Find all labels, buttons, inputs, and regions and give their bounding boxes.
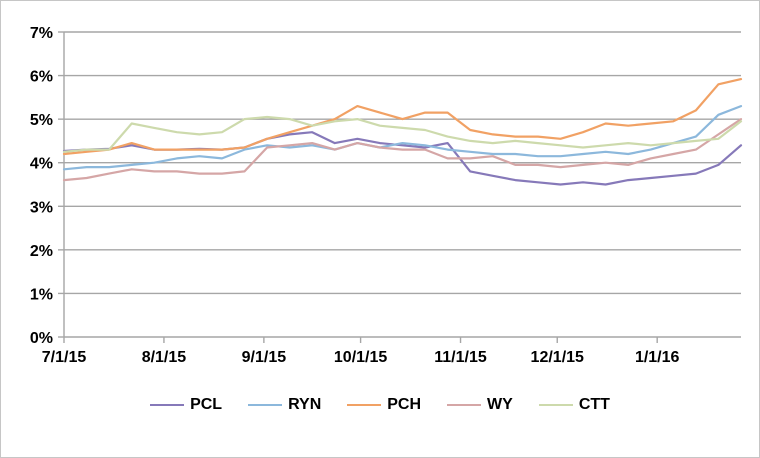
x-tick-label: 9/1/15 xyxy=(242,349,287,366)
y-tick-label: 2% xyxy=(30,243,53,260)
legend-label-ctt: CTT xyxy=(578,396,610,413)
legend-swatch-wy xyxy=(447,404,482,406)
series-line-ctt xyxy=(62,115,743,153)
y-tick-label: 4% xyxy=(30,156,53,173)
series-line-pch xyxy=(62,77,743,156)
legend-label-pch: PCH xyxy=(387,396,422,413)
x-tick-label: 1/1/16 xyxy=(635,349,680,366)
x-tick-label: 8/1/15 xyxy=(142,349,187,366)
y-tick-label: 1% xyxy=(30,286,53,303)
legend-item-wy: WY xyxy=(447,397,513,413)
y-tick-label: 7% xyxy=(30,25,53,42)
legend-item-pcl: PCL xyxy=(150,397,222,413)
legend-swatch-ryn xyxy=(248,404,283,406)
chart-legend: PCL RYN PCH WY CTT xyxy=(1,397,759,413)
y-tick-label: 0% xyxy=(30,330,53,347)
y-tick-label: 3% xyxy=(30,199,53,216)
legend-label-ryn: RYN xyxy=(288,396,322,413)
legend-swatch-ctt xyxy=(538,404,573,406)
series-line-ryn xyxy=(62,104,743,171)
legend-label-wy: WY xyxy=(487,396,513,413)
series-line-wy xyxy=(62,117,743,182)
legend-item-ctt: CTT xyxy=(538,396,610,413)
x-tick-label: 7/1/15 xyxy=(42,349,87,366)
y-tick-label: 6% xyxy=(30,69,53,86)
legend-item-ryn: RYN xyxy=(248,397,321,413)
legend-label-pcl: PCL xyxy=(190,396,223,413)
legend-swatch-pch xyxy=(347,404,382,406)
x-tick-label: 11/1/15 xyxy=(434,349,487,366)
legend-swatch-pcl xyxy=(150,404,185,406)
legend-item-pch: PCH xyxy=(347,397,421,413)
x-tick-label: 10/1/15 xyxy=(334,349,387,366)
x-tick-label: 12/1/15 xyxy=(531,349,584,366)
y-tick-label: 5% xyxy=(30,112,53,129)
series-line-pcl xyxy=(62,131,743,186)
